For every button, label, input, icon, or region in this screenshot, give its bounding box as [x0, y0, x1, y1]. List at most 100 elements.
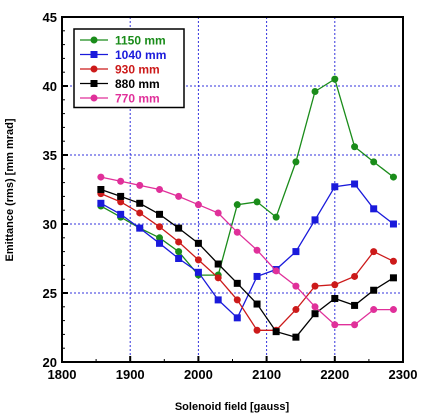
series-line	[100, 78, 394, 276]
data-point	[311, 310, 319, 318]
legend-entry-label: 880 mm	[115, 77, 160, 91]
data-point	[272, 213, 280, 221]
data-point	[156, 186, 164, 193]
data-point	[331, 75, 339, 83]
data-point	[156, 223, 164, 231]
series-770-mm	[97, 173, 397, 329]
data-point	[194, 239, 202, 247]
data-point	[156, 210, 164, 218]
data-point	[194, 201, 202, 209]
data-point	[370, 248, 378, 256]
series-line	[100, 183, 394, 319]
series-line	[100, 188, 394, 338]
data-point	[311, 303, 319, 311]
data-point	[233, 279, 241, 287]
legend-swatch-marker	[90, 36, 98, 44]
data-point	[136, 224, 144, 232]
y-axis: 20 25 30 35 40 45	[43, 10, 68, 370]
data-point	[233, 296, 241, 304]
data-point	[233, 314, 241, 322]
data-point	[292, 306, 300, 314]
data-point	[97, 186, 105, 193]
y-tick-label: 20	[43, 355, 57, 370]
legend-swatch-marker	[90, 94, 98, 102]
data-point	[272, 328, 280, 336]
data-point	[214, 274, 222, 282]
data-point	[175, 238, 183, 246]
y-tick-label: 45	[43, 10, 57, 25]
data-point	[214, 260, 222, 268]
y-tick-label: 30	[43, 217, 57, 232]
data-point	[253, 300, 261, 308]
data-point	[175, 224, 183, 232]
data-point	[175, 192, 183, 200]
data-point	[136, 209, 144, 217]
data-point	[175, 248, 183, 256]
data-point	[156, 239, 164, 247]
x-axis-title: Solenoid field [gauss]	[175, 401, 290, 413]
data-point	[311, 282, 319, 290]
x-tick-label: 2300	[389, 367, 418, 382]
legend-entry-label: 770 mm	[115, 92, 160, 106]
x-tick-label: 1900	[116, 367, 145, 382]
series-880-mm	[97, 186, 397, 341]
legend-entry-label: 1040 mm	[115, 48, 166, 62]
data-point	[253, 198, 261, 206]
data-point	[194, 268, 202, 276]
y-tick-label: 25	[43, 286, 57, 301]
data-point	[214, 296, 222, 304]
x-tick-label: 2200	[320, 367, 349, 382]
data-point	[331, 321, 339, 329]
data-point	[117, 210, 125, 218]
data-point	[175, 255, 183, 262]
data-point	[389, 306, 397, 314]
data-point	[351, 272, 359, 280]
data-point	[156, 234, 164, 242]
data-point	[370, 205, 378, 213]
data-point	[311, 216, 319, 224]
data-point	[194, 256, 202, 264]
legend-entry-label: 1150 mm	[115, 34, 166, 48]
y-tick-label: 40	[43, 79, 57, 94]
data-point	[97, 173, 105, 181]
data-point	[389, 220, 397, 228]
data-point	[117, 177, 125, 185]
data-point	[331, 295, 339, 303]
x-axis: 1800 1900 2000 2100 2200 2300	[48, 356, 418, 382]
series-group	[97, 75, 397, 341]
data-point	[117, 192, 125, 200]
data-point	[331, 281, 339, 289]
data-point	[370, 158, 378, 166]
data-point	[351, 321, 359, 329]
data-point	[253, 272, 261, 280]
y-axis-title: Emittance (rms) [mm mrad]	[4, 118, 16, 261]
data-point	[292, 158, 300, 166]
data-point	[253, 246, 261, 254]
data-point	[292, 282, 300, 290]
legend-entry-label: 930 mm	[115, 63, 160, 77]
x-tick-label: 2100	[252, 367, 281, 382]
series-line	[100, 193, 394, 331]
x-tick-label: 1800	[48, 367, 77, 382]
data-point	[97, 199, 105, 207]
data-point	[389, 257, 397, 265]
data-point	[233, 228, 241, 236]
series-line	[100, 176, 394, 326]
data-point	[117, 198, 125, 206]
data-point	[136, 199, 144, 207]
data-point	[292, 333, 300, 341]
legend-swatch-marker	[90, 65, 98, 73]
data-point	[272, 267, 280, 275]
data-point	[370, 306, 378, 314]
data-point	[331, 183, 339, 191]
data-point	[253, 326, 261, 334]
data-point	[214, 209, 222, 217]
series-930-mm	[97, 190, 397, 334]
x-tick-label: 2000	[184, 367, 213, 382]
data-point	[233, 201, 241, 209]
data-point	[351, 301, 359, 309]
data-point	[292, 248, 300, 256]
data-point	[311, 88, 319, 96]
